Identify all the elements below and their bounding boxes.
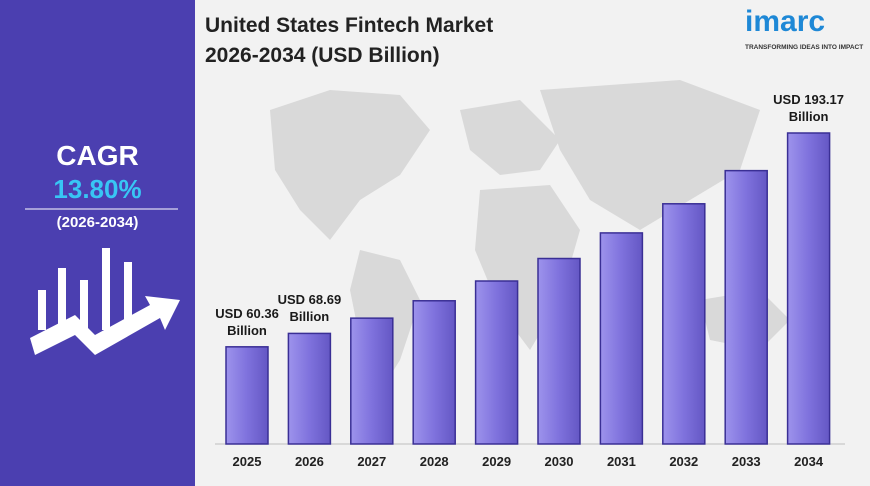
growth-icon xyxy=(30,248,180,355)
x-tick-label: 2033 xyxy=(732,454,761,469)
bar xyxy=(474,280,519,445)
x-tick-label: 2025 xyxy=(233,454,262,469)
x-tick-label: 2030 xyxy=(545,454,574,469)
bar xyxy=(350,317,394,445)
chart-title: United States Fintech Market xyxy=(205,14,493,37)
bar xyxy=(225,346,269,445)
chart-subtitle: 2026-2034 (USD Billion) xyxy=(205,44,440,67)
sidebar xyxy=(0,0,195,486)
value-label: USD 68.69 Billion xyxy=(277,292,342,325)
bar xyxy=(287,332,332,445)
x-tick-label: 2034 xyxy=(794,454,824,469)
logo-tagline: TRANSFORMING IDEAS INTO IMPACT xyxy=(745,44,863,51)
bar xyxy=(537,257,581,445)
x-tick-label: 2032 xyxy=(669,454,698,469)
x-tick-label: 2029 xyxy=(482,454,511,469)
bar xyxy=(724,169,768,445)
cagr-value: 13.80% xyxy=(53,174,142,204)
x-tick-label: 2028 xyxy=(420,454,449,469)
x-tick-label: 2031 xyxy=(607,454,636,469)
value-label: USD 60.36 Billion xyxy=(215,305,279,338)
bar xyxy=(412,300,456,445)
bar xyxy=(662,203,706,445)
cagr-label: CAGR xyxy=(56,140,139,171)
x-tick-label: 2027 xyxy=(357,454,386,469)
value-label: USD 193.17 Billion xyxy=(773,91,844,124)
bar xyxy=(786,132,831,445)
x-tick-label: 2026 xyxy=(295,454,324,469)
logo-name: imarc xyxy=(745,5,825,38)
bar xyxy=(599,232,644,445)
cagr-period: (2026-2034) xyxy=(56,214,139,231)
